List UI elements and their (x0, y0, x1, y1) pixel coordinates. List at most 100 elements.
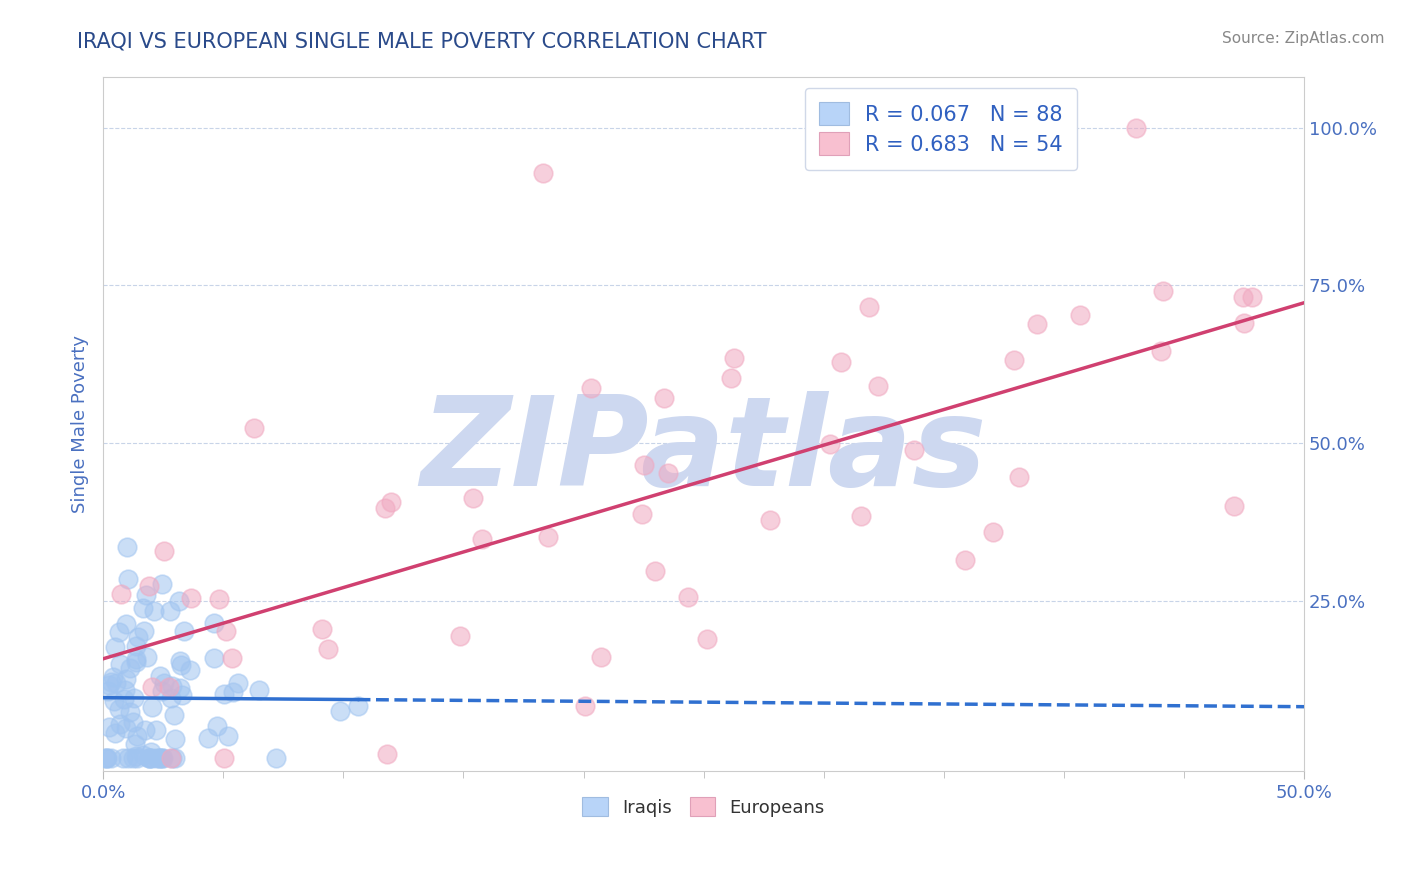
Point (169, 594, 191, 608)
Point (114, 672, 136, 686)
Point (531, 166, 554, 180)
Point (163, 751, 186, 765)
Point (94, 751, 117, 765)
Point (141, 745, 163, 759)
Point (159, 604, 181, 618)
Point (153, 543, 176, 558)
Point (160, 751, 183, 765)
Point (115, 721, 138, 735)
Legend: Iraqis, Europeans: Iraqis, Europeans (575, 790, 832, 824)
Point (849, 508, 872, 523)
Point (696, 632, 718, 646)
Point (226, 675, 249, 690)
Point (449, 629, 471, 643)
Point (471, 533, 494, 547)
Point (125, 639, 148, 653)
Point (903, 443, 925, 458)
Point (112, 692, 135, 706)
Point (138, 579, 160, 593)
Point (222, 684, 245, 698)
Point (633, 458, 655, 472)
Point (98, 720, 121, 734)
Point (169, 658, 191, 673)
Point (581, 381, 603, 395)
Point (202, 615, 225, 630)
Point (134, 723, 156, 737)
Point (1025, 317, 1047, 331)
Point (818, 437, 841, 451)
Point (1008, 469, 1031, 483)
Point (141, 681, 163, 695)
Point (125, 748, 148, 763)
Y-axis label: Single Male Poverty: Single Male Poverty (72, 335, 89, 513)
Point (212, 687, 235, 701)
Point (132, 600, 155, 615)
Point (1069, 308, 1091, 322)
Point (163, 732, 186, 747)
Point (118, 661, 141, 675)
Point (169, 654, 191, 668)
Point (117, 572, 139, 586)
Point (115, 540, 138, 554)
Point (115, 616, 138, 631)
Point (461, 491, 484, 505)
Point (108, 717, 131, 731)
Point (212, 751, 235, 765)
Point (723, 351, 745, 366)
Point (150, 751, 173, 765)
Point (652, 391, 675, 405)
Point (107, 702, 129, 716)
Point (141, 751, 163, 765)
Text: IRAQI VS EUROPEAN SINGLE MALE POVERTY CORRELATION CHART: IRAQI VS EUROPEAN SINGLE MALE POVERTY CO… (77, 31, 766, 51)
Point (97, 684, 120, 698)
Point (1150, 343, 1173, 358)
Point (139, 751, 162, 765)
Point (122, 691, 145, 706)
Text: ZIPatlas: ZIPatlas (420, 392, 987, 512)
Point (136, 650, 159, 665)
Point (180, 591, 202, 605)
Point (124, 655, 146, 669)
Point (858, 300, 880, 314)
Point (149, 751, 172, 765)
Point (121, 715, 143, 730)
Point (103, 694, 125, 708)
Point (1232, 316, 1254, 330)
Point (202, 651, 225, 665)
Point (536, 531, 558, 545)
Point (114, 683, 136, 698)
Point (1223, 499, 1246, 513)
Point (215, 624, 238, 639)
Point (101, 670, 124, 684)
Point (120, 705, 142, 719)
Point (150, 577, 173, 591)
Point (169, 681, 191, 695)
Point (346, 699, 368, 714)
Point (125, 730, 148, 744)
Point (127, 751, 149, 765)
Point (138, 751, 160, 765)
Point (105, 675, 128, 690)
Point (374, 500, 396, 515)
Point (631, 508, 654, 522)
Text: Source: ZipAtlas.com: Source: ZipAtlas.com (1222, 31, 1385, 46)
Point (157, 680, 180, 694)
Point (217, 729, 239, 743)
Point (135, 588, 157, 602)
Point (574, 698, 596, 713)
Point (758, 513, 780, 527)
Point (110, 587, 132, 601)
Point (125, 652, 148, 666)
Point (375, 747, 398, 761)
Point (149, 669, 172, 683)
Point (981, 524, 1004, 539)
Point (1232, 290, 1254, 304)
Point (132, 624, 155, 638)
Point (221, 650, 243, 665)
Point (173, 624, 195, 639)
Point (152, 751, 174, 765)
Point (170, 688, 193, 702)
Point (953, 553, 976, 567)
Point (1240, 290, 1263, 304)
Point (1125, 120, 1147, 135)
